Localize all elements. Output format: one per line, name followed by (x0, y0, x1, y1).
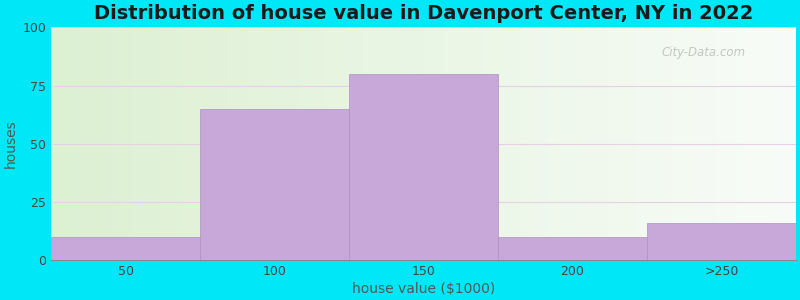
Text: City-Data.com: City-Data.com (662, 46, 746, 59)
Title: Distribution of house value in Davenport Center, NY in 2022: Distribution of house value in Davenport… (94, 4, 753, 23)
Bar (51, 237, 200, 260)
X-axis label: house value ($1000): house value ($1000) (352, 282, 495, 296)
Bar (647, 223, 796, 260)
Bar (498, 237, 647, 260)
Bar (349, 74, 498, 260)
Bar (200, 109, 349, 260)
Y-axis label: houses: houses (4, 119, 18, 168)
